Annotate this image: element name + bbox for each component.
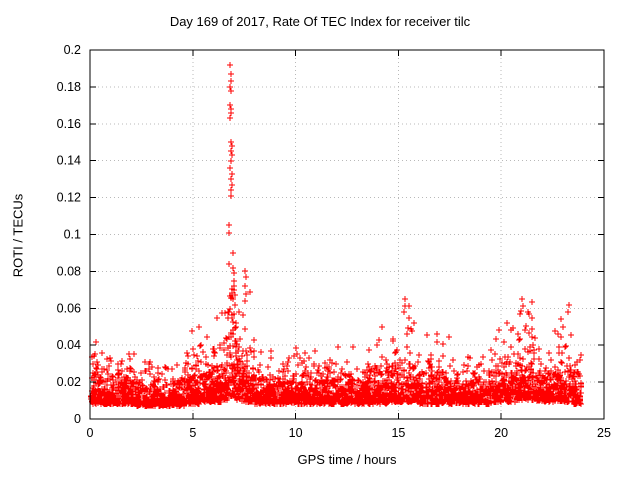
x-tick-label: 0 bbox=[87, 426, 94, 440]
y-tick-label: 0 bbox=[74, 412, 81, 426]
y-tick-label: 0.1 bbox=[64, 228, 81, 242]
x-tick-label: 10 bbox=[289, 426, 303, 440]
y-tick-label: 0.14 bbox=[57, 154, 81, 168]
y-tick-label: 0.08 bbox=[57, 264, 81, 278]
chart-title: Day 169 of 2017, Rate Of TEC Index for r… bbox=[169, 14, 471, 29]
x-tick-label: 5 bbox=[189, 426, 196, 440]
y-tick-label: 0.02 bbox=[57, 375, 81, 389]
x-tick-label: 25 bbox=[597, 426, 611, 440]
y-tick-label: 0.06 bbox=[57, 301, 81, 315]
y-tick-label: 0.2 bbox=[64, 43, 81, 57]
x-axis-label: GPS time / hours bbox=[297, 452, 397, 467]
x-tick-label: 20 bbox=[494, 426, 508, 440]
y-tick-label: 0.18 bbox=[57, 80, 81, 94]
x-tick-label: 15 bbox=[391, 426, 405, 440]
y-tick-label: 0.04 bbox=[57, 338, 81, 352]
y-tick-label: 0.12 bbox=[57, 191, 81, 205]
y-tick-label: 0.16 bbox=[57, 117, 81, 131]
